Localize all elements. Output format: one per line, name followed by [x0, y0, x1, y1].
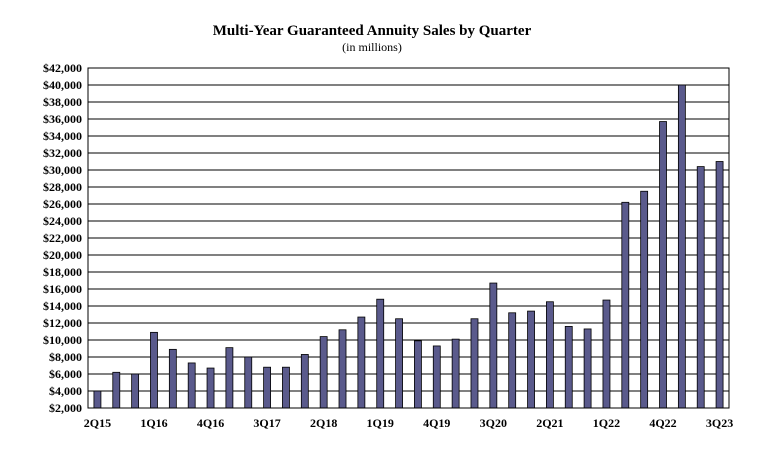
x-tick-label: 1Q22	[593, 416, 620, 430]
y-tick-label: $28,000	[43, 180, 82, 194]
bar-1Q21	[527, 310, 535, 409]
bar-4Q15	[131, 373, 140, 409]
x-axis-ticks: 2Q15 1Q16 4Q16 3Q17 2Q18 1Q19 4Q19 3Q20 2Q21 1Q22…	[84, 416, 733, 430]
bar-1Q16	[150, 331, 158, 409]
bar-2Q22	[621, 201, 630, 409]
bar-2Q21	[545, 301, 554, 409]
x-tick-label: 4Q16	[197, 416, 224, 430]
y-tick-label: $40,000	[43, 78, 82, 92]
y-axis-ticks: $2,000 $4,000 $6,000 $8,000 $10,000 $12,000 $1…	[43, 61, 82, 415]
bar-3Q15	[112, 371, 121, 409]
y-tick-label: $24,000	[43, 214, 82, 228]
x-tick-label: 2Q15	[84, 416, 111, 430]
y-tick-label: $30,000	[43, 163, 82, 177]
y-tick-label: $16,000	[43, 282, 82, 296]
x-tick-label: 1Q16	[140, 416, 167, 430]
bar-4Q17	[282, 366, 290, 409]
y-tick-label: $32,000	[43, 146, 82, 160]
bar-2Q18	[319, 336, 328, 409]
y-tick-label: $38,000	[43, 95, 82, 109]
bar-4Q21	[583, 328, 592, 409]
bar-3Q19	[414, 340, 422, 409]
y-tick-label: $26,000	[43, 197, 82, 211]
bar-3Q18	[338, 329, 347, 409]
bar-2Q17	[244, 356, 253, 409]
bar-1Q18	[300, 354, 309, 409]
y-tick-label: $6,000	[49, 367, 82, 381]
bar-3Q16	[187, 362, 196, 409]
bar-4Q20	[508, 312, 517, 409]
x-tick-label: 2Q21	[536, 416, 563, 430]
x-tick-label: 2Q18	[310, 416, 337, 430]
bar-1Q22	[602, 299, 611, 409]
x-tick-label: 4Q19	[423, 416, 450, 430]
x-tick-label: 3Q17	[253, 416, 280, 430]
y-tick-label: $12,000	[43, 316, 82, 330]
y-tick-label: $14,000	[43, 299, 82, 313]
bar-2Q19	[395, 318, 403, 409]
y-tick-label: $20,000	[43, 248, 82, 262]
chart-subtitle: (in millions)	[342, 40, 402, 54]
bars	[93, 84, 724, 409]
bar-2Q23	[696, 166, 705, 409]
bar-4Q16	[206, 367, 215, 409]
chart-title: Multi-Year Guaranteed Annuity Sales by Q…	[213, 23, 532, 39]
bar-1Q17	[225, 347, 234, 409]
bar-3Q17	[263, 366, 272, 409]
y-tick-label: $36,000	[43, 112, 82, 126]
y-tick-label: $4,000	[49, 384, 82, 398]
bar-4Q18	[357, 316, 366, 409]
bar-1Q23	[677, 84, 686, 409]
bar-3Q22	[640, 190, 649, 409]
plot-frame	[87, 67, 730, 409]
x-tick-label: 1Q19	[367, 416, 394, 430]
bar-1Q20	[451, 338, 460, 409]
y-tick-label: $2,000	[49, 401, 82, 415]
y-tick-label: $34,000	[43, 129, 82, 143]
bar-1Q19	[376, 298, 385, 409]
bar-4Q22	[659, 121, 667, 409]
bar-2Q16	[168, 348, 177, 409]
x-tick-label: 4Q22	[649, 416, 676, 430]
bar-3Q23	[715, 161, 724, 409]
y-tick-label: $8,000	[49, 350, 82, 364]
bar-2Q20	[470, 318, 479, 409]
bar-4Q19	[432, 345, 441, 409]
gridlines	[88, 67, 729, 409]
y-tick-label: $22,000	[43, 231, 82, 245]
x-tick-label: 3Q23	[706, 416, 733, 430]
y-tick-label: $18,000	[43, 265, 82, 279]
bar-3Q21	[564, 325, 573, 409]
x-tick-label: 3Q20	[480, 416, 507, 430]
bar-2Q15	[93, 390, 102, 409]
bar-3Q20	[489, 282, 498, 409]
y-tick-label: $10,000	[43, 333, 82, 347]
y-tick-label: $42,000	[43, 61, 82, 75]
